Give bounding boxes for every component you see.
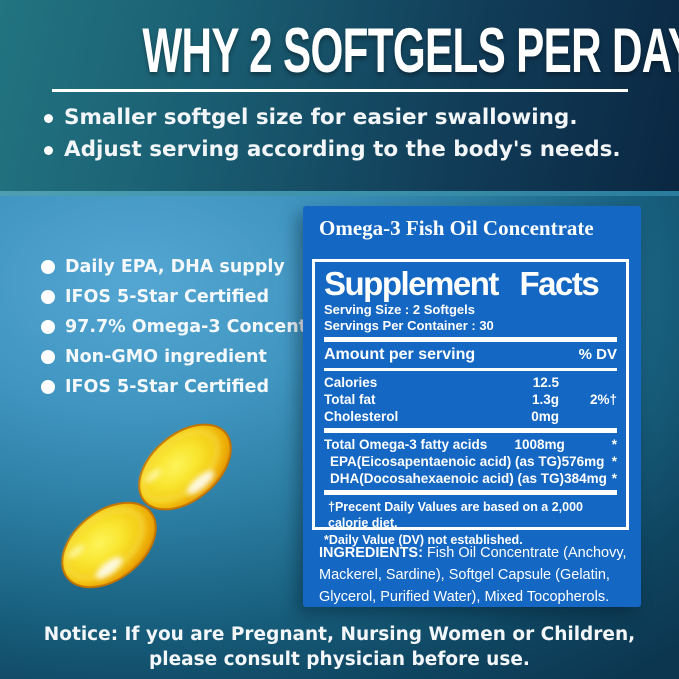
notice-text: Notice: If you are Pregnant, Nursing Wom… (0, 622, 679, 672)
nutrition-header-row: Amount per serving % DV (324, 345, 617, 365)
ingredients-paragraph: INGREDIENTS: Fish Oil Concentrate (Ancho… (319, 542, 627, 608)
bullet-dot-icon (41, 380, 55, 394)
bullet-dot-icon (41, 320, 55, 334)
feature-label: 97.7% Omega-3 Concentrate (65, 317, 348, 337)
table-row: Total Omega-3 fatty acids 1008mg * (324, 436, 617, 452)
feature-item: Non-GMO ingredient (41, 346, 348, 368)
feature-item: IFOS 5-Star Certified (41, 286, 348, 308)
feature-label: Non-GMO ingredient (65, 347, 267, 367)
rule-divider (324, 489, 617, 495)
softgel-capsule-icon (61, 501, 157, 589)
bullet-dot-icon (44, 145, 53, 155)
supplement-facts-panel: Omega-3 Fish Oil Concentrate Supplement … (303, 206, 641, 607)
rule-divider (324, 368, 617, 371)
ingredients-label: INGREDIENTS: (319, 545, 423, 561)
feature-item: 97.7% Omega-3 Concentrate (41, 316, 348, 338)
notice-line-1: Notice: If you are Pregnant, Nursing Wom… (43, 624, 636, 645)
divider-band (0, 191, 679, 196)
header-bullet-label: Adjust serving according to the body's n… (64, 137, 621, 162)
rule-divider (324, 427, 617, 433)
feature-item: IFOS 5-Star Certified (41, 376, 348, 398)
rule-divider (324, 337, 617, 342)
table-row: Total fat 1.3g 2%† (324, 391, 617, 407)
servings-per-container: Servings Per Container : 30 (324, 318, 494, 333)
facts-title: Supplement Facts (324, 265, 600, 302)
dv-header: % DV (578, 346, 617, 363)
serving-size: Serving Size : 2 Softgels (324, 302, 475, 317)
table-row: Cholesterol 0mg (324, 408, 559, 424)
feature-label: IFOS 5-Star Certified (65, 377, 270, 397)
header-bullet: Smaller softgel size for easier swallowi… (44, 102, 621, 134)
footnote: *Daily Value (DV) not established. (324, 532, 523, 547)
feature-label: Daily EPA, DHA supply (65, 257, 285, 277)
product-name: Omega-3 Fish Oil Concentrate (319, 216, 594, 240)
table-row: DHA(Docosahexaenoic acid) (as TG) 384mg … (330, 470, 617, 486)
header-bullet-label: Smaller softgel size for easier swallowi… (64, 105, 578, 130)
title-underline (52, 89, 628, 92)
notice-line-2: please consult physician before use. (149, 649, 530, 670)
header-section: WHY 2 SOFTGELS PER DAY? Smaller softgel … (0, 0, 679, 192)
bullet-dot-icon (41, 290, 55, 304)
amount-header: Amount per serving (324, 346, 476, 363)
header-bullet-list: Smaller softgel size for easier swallowi… (44, 102, 621, 166)
bullet-dot-icon (41, 350, 55, 364)
facts-box: Supplement Facts Serving Size : 2 Softge… (312, 259, 629, 547)
bullet-dot-icon (44, 113, 53, 123)
table-row: EPA(Eicosapentaenoic acid) (as TG) 576mg… (330, 453, 617, 469)
table-row: Calories 12.5 (324, 374, 559, 390)
feature-list: Daily EPA, DHA supply IFOS 5-Star Certif… (41, 256, 348, 406)
header-bullet: Adjust serving according to the body's n… (44, 134, 621, 166)
footnote: †Precent Daily Values are based on a 2,0… (328, 499, 584, 531)
softgel-capsules-image (61, 423, 232, 589)
feature-item: Daily EPA, DHA supply (41, 256, 348, 278)
softgel-capsule-icon (138, 423, 232, 511)
page-title: WHY 2 SOFTGELS PER DAY? (142, 16, 679, 86)
bullet-dot-icon (41, 260, 55, 274)
feature-label: IFOS 5-Star Certified (65, 287, 270, 307)
ingredients-text: Fish Oil Concentrate (Anchovy, Mackerel,… (319, 545, 627, 605)
